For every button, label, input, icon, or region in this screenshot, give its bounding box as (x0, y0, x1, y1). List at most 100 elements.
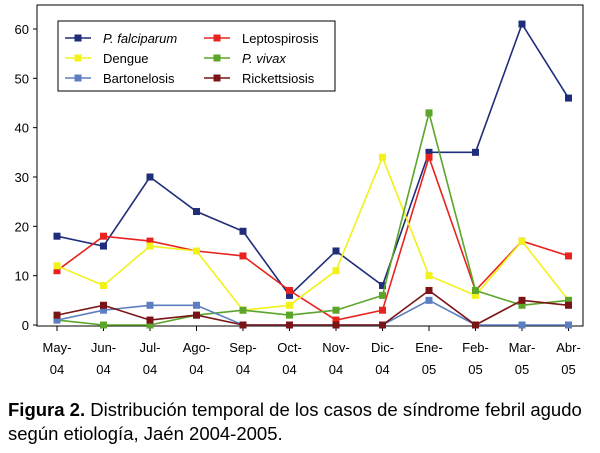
data-point-rickettsiosis (379, 321, 386, 329)
data-point-rickettsiosis (146, 316, 154, 324)
legend: P. falciparum Leptospirosis Dengue P. vivax… (57, 20, 336, 92)
legend-item-bartonelosis: Bartonelosis (65, 71, 175, 86)
legend-swatch-marker (213, 54, 221, 62)
data-point-bartonelosis (193, 301, 200, 309)
data-point-p-falciparum (565, 94, 572, 102)
data-point-leptospirosis (146, 237, 154, 245)
series-rickettsiosis (53, 286, 572, 329)
legend-item-leptospirosis: Leptospirosis (204, 31, 319, 46)
series-line-p-vivax (56, 109, 569, 326)
data-point-dengue (146, 242, 154, 250)
data-point-bartonelosis (425, 296, 433, 304)
data-point-rickettsiosis (53, 311, 61, 319)
data-point-p-vivax (146, 321, 154, 329)
data-point-bartonelosis (146, 301, 154, 309)
data-point-rickettsiosis (518, 296, 526, 304)
data-point-dengue (100, 282, 107, 290)
data-point-leptospirosis (286, 286, 293, 294)
data-point-p-vivax (425, 109, 433, 117)
x-tick-label-month: Jul- (140, 340, 161, 355)
x-tick-label-month: Nov- (322, 340, 349, 355)
data-point-p-falciparum (518, 20, 526, 28)
data-point-dengue (332, 267, 340, 275)
data-point-bartonelosis (565, 321, 572, 329)
y-tick-label: 40 (15, 121, 29, 136)
data-point-dengue (518, 237, 526, 245)
legend-item-p-vivax: P. vivax (204, 51, 286, 66)
legend-item-rickettsiosis: Rickettsiosis (204, 71, 315, 86)
x-tick-label-year: 04 (329, 362, 343, 377)
data-point-p-vivax (332, 306, 340, 314)
data-point-leptospirosis (332, 316, 340, 324)
data-point-leptospirosis (379, 306, 386, 314)
legend-swatch-marker (213, 74, 221, 82)
y-tick-label: 60 (15, 22, 29, 37)
series-p-falciparum (53, 20, 572, 299)
data-point-dengue (193, 247, 200, 255)
series-layer (53, 20, 572, 329)
series-line-p-falciparum (56, 22, 570, 297)
legend-swatch-marker (74, 74, 82, 82)
data-point-bartonelosis (53, 316, 61, 324)
data-point-dengue (472, 291, 479, 299)
x-tick-label-year: 04 (282, 362, 296, 377)
x-tick-label-month: Sep- (229, 340, 256, 355)
data-point-p-vivax (565, 296, 572, 304)
data-point-leptospirosis (565, 252, 572, 260)
x-tick-label-month: May- (43, 340, 72, 355)
data-point-dengue (379, 153, 386, 161)
legend-swatch-marker (74, 34, 82, 42)
data-point-p-falciparum (379, 282, 386, 290)
x-tick-label-year: 04 (143, 362, 157, 377)
y-tick-label: 20 (15, 219, 29, 234)
x-tick-label-month: Ene- (415, 340, 442, 355)
legend-label: Rickettsiosis (242, 71, 315, 86)
x-tick-label-month: Mar- (509, 340, 536, 355)
x-tick-label-year: 04 (96, 362, 110, 377)
legend-label: P. falciparum (103, 31, 177, 46)
data-point-rickettsiosis (286, 321, 293, 329)
legend-label: Dengue (103, 51, 149, 66)
data-point-p-vivax (379, 291, 386, 299)
legend-label: P. vivax (242, 51, 286, 66)
x-tick-label-year: 04 (50, 362, 64, 377)
data-point-p-falciparum (472, 148, 479, 156)
data-point-rickettsiosis (425, 286, 433, 294)
x-tick-label-month: Dic- (371, 340, 394, 355)
series-line-dengue (56, 155, 570, 312)
data-point-leptospirosis (239, 252, 247, 260)
data-point-rickettsiosis (239, 321, 247, 329)
y-tick-label: 10 (15, 269, 29, 284)
y-tick-label: 30 (15, 170, 29, 185)
x-tick-label-month: Jun- (91, 340, 116, 355)
x-tick-label-month: Ago- (183, 340, 210, 355)
legend-label: Bartonelosis (103, 71, 175, 86)
legend-item-dengue: Dengue (65, 51, 149, 66)
data-point-rickettsiosis (472, 321, 479, 329)
x-tick-label-year: 05 (515, 362, 529, 377)
data-point-rickettsiosis (332, 321, 340, 329)
caption-label: Figura 2. (8, 399, 86, 420)
line-chart: 0 10 20 30 40 50 60 May- 04 Jun- 04 Jul- 04 Ago- 04 Se… (15, 4, 584, 377)
legend-swatch-marker (74, 54, 82, 62)
x-tick-label-year: 05 (468, 362, 482, 377)
legend-label: Leptospirosis (242, 31, 319, 46)
x-tick-label-year: 04 (375, 362, 389, 377)
data-point-leptospirosis (53, 267, 61, 275)
data-point-p-falciparum (239, 227, 247, 235)
x-tick-label-month: Abr- (556, 340, 581, 355)
legend-item-p-falciparum: P. falciparum (65, 31, 177, 46)
caption-text: Distribución temporal de los casos de sí… (8, 399, 582, 444)
y-axis: 0 10 20 30 40 50 60 (15, 22, 37, 333)
x-tick-label-month: Feb- (462, 340, 489, 355)
data-point-p-falciparum (332, 247, 340, 255)
data-point-leptospirosis (100, 232, 107, 240)
series-line-leptospirosis (56, 154, 569, 321)
y-tick-label: 50 (15, 71, 29, 86)
data-point-rickettsiosis (565, 301, 572, 309)
data-point-p-falciparum (100, 242, 107, 250)
x-tick-label-year: 04 (189, 362, 203, 377)
series-line-rickettsiosis (56, 289, 569, 326)
data-point-p-vivax (472, 286, 479, 294)
figure-caption: Figura 2. Distribución temporal de los c… (8, 398, 598, 446)
